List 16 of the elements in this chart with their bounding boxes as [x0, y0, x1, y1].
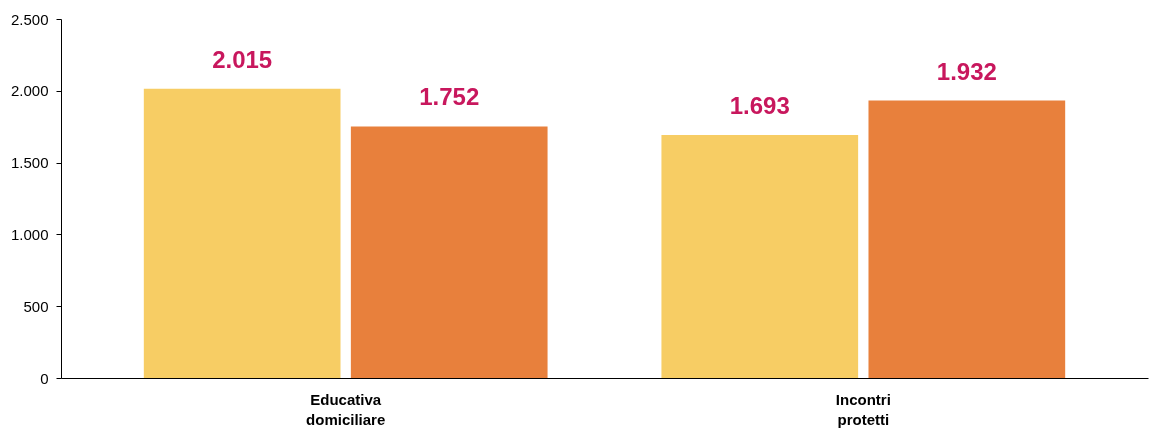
bar	[143, 88, 341, 378]
y-tick-label: 2.500	[10, 10, 49, 28]
y-tick-label: 1.500	[10, 154, 49, 172]
y-tick-label: 500	[23, 297, 49, 315]
x-tick-label: Educativa domiciliare	[306, 390, 386, 428]
data-label: 2.015	[212, 45, 273, 73]
data-label: 1.932	[936, 57, 997, 85]
y-tick-label: 0	[40, 369, 49, 387]
bar	[868, 100, 1066, 378]
y-tick-label: 1.000	[10, 225, 49, 243]
bar	[350, 126, 548, 378]
x-tick-label: Incontri protetti	[835, 390, 891, 428]
data-label: 1.693	[729, 91, 790, 119]
bar	[661, 134, 859, 378]
y-tick-label: 2.000	[10, 82, 49, 100]
data-label: 1.752	[419, 83, 480, 111]
